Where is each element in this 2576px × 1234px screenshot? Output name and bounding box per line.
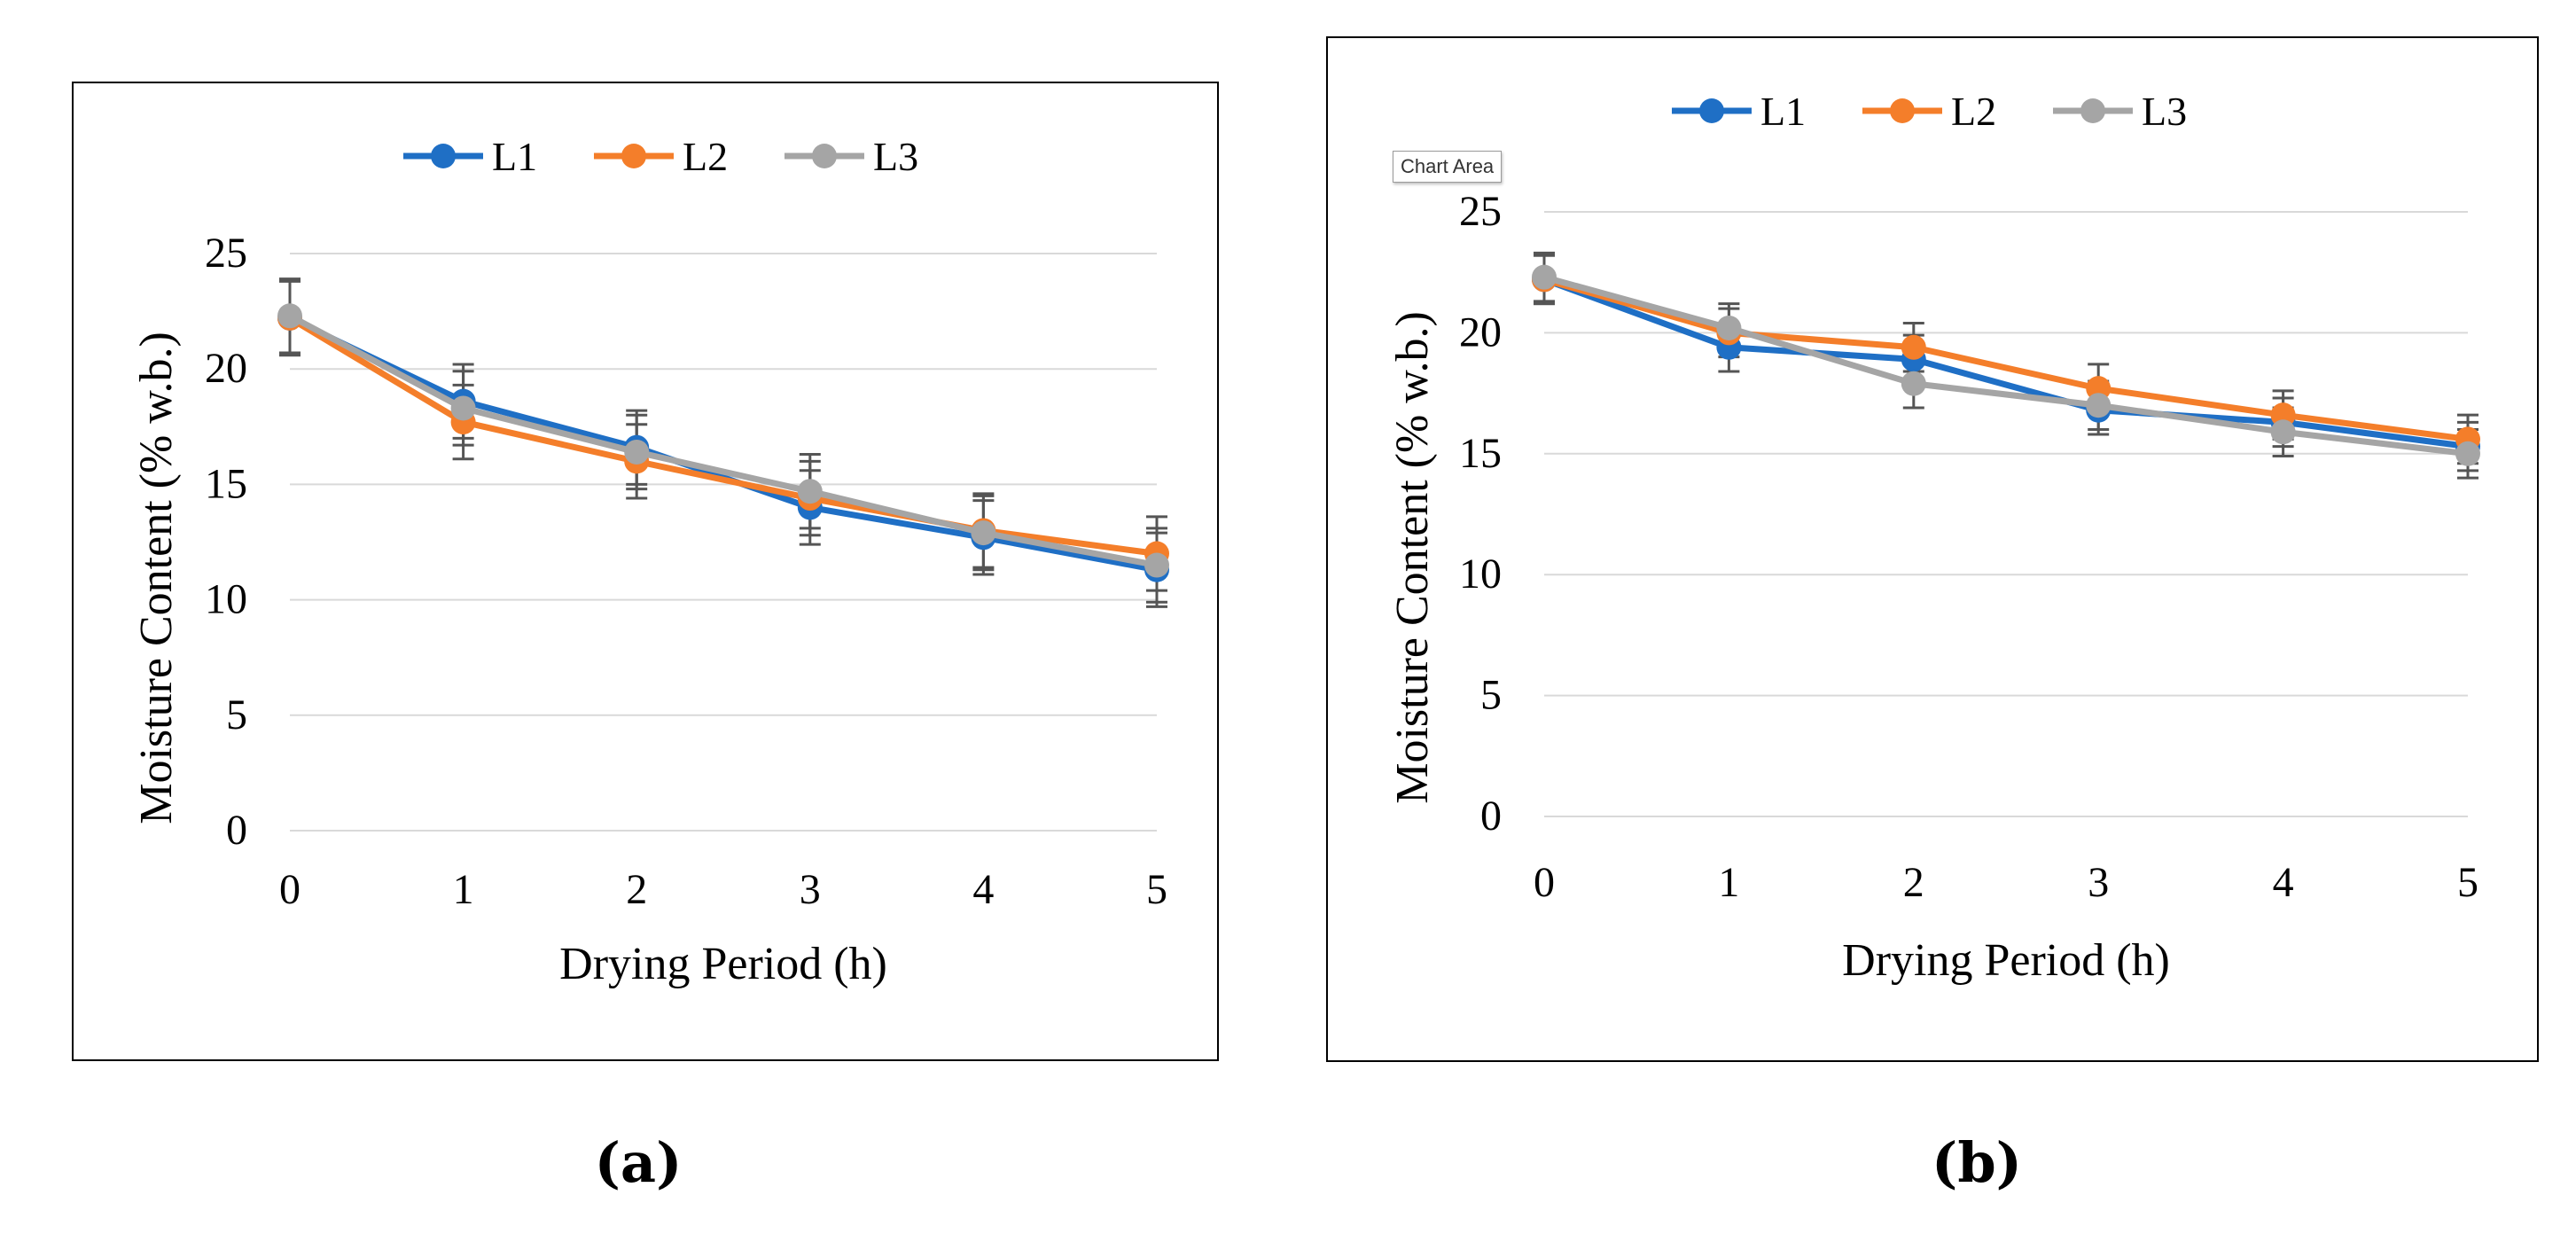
xtick-label-b-5: 5 — [2457, 859, 2478, 906]
ytick-label-a-20: 20 — [205, 345, 247, 392]
panel-caption-a: (a) — [594, 1130, 683, 1195]
data-point-b-L3-2 — [1901, 371, 1926, 396]
ytick-label-b-0: 0 — [1480, 793, 1502, 840]
xtick-label-b-1: 1 — [1718, 859, 1739, 906]
data-point-a-L3-2 — [624, 439, 650, 465]
data-point-a-L3-5 — [1144, 552, 1169, 578]
legend-entry-a-L2: L2 — [594, 134, 728, 179]
series-line-b-L2 — [1543, 277, 2469, 442]
y-axis-label-b: Moisture Content (% w.b.) — [1387, 311, 1438, 804]
xtick-label-a-4: 4 — [972, 866, 994, 913]
ytick-label-a-10: 10 — [205, 576, 247, 623]
data-point-a-L3-3 — [797, 479, 823, 504]
data-point-b-L3-5 — [2455, 441, 2480, 466]
xtick-label-b-3: 3 — [2088, 859, 2109, 906]
legend-label-b-L3: L3 — [2142, 89, 2187, 134]
ytick-label-a-25: 25 — [205, 230, 247, 277]
chart-area-tooltip: Chart Area — [1393, 151, 1503, 183]
y-axis-label-a: Moisture Content (% w.b.) — [131, 332, 182, 824]
ytick-label-a-15: 15 — [205, 460, 247, 507]
chart-panel-a[interactable]: 0 5 10 15 20 25 0 1 2 3 4 5 Drying Period (h) Moistur… — [72, 82, 1219, 1061]
panel-caption-b: (b) — [1931, 1130, 2023, 1195]
data-point-a-L3-0 — [277, 303, 302, 329]
xtick-label-b-4: 4 — [2273, 859, 2294, 906]
chart-a-svg: 0 5 10 15 20 25 0 1 2 3 4 5 Drying Period (h) Moistur… — [131, 134, 1169, 989]
data-point-a-L3-4 — [971, 520, 996, 546]
chart-b-svg: 0 5 10 15 20 25 0 1 2 3 4 5 Drying Period (h) Moistur… — [1387, 89, 2480, 986]
xtick-label-a-5: 5 — [1146, 866, 1167, 913]
ytick-label-b-20: 20 — [1459, 308, 1502, 355]
legend-entry-a-L1: L1 — [403, 134, 537, 179]
data-point-a-L3-1 — [450, 395, 476, 421]
legend-entry-b-L1: L1 — [1672, 89, 1806, 134]
ytick-label-b-5: 5 — [1480, 672, 1502, 719]
legend-label-b-L1: L1 — [1760, 89, 1806, 134]
chart-panel-b[interactable]: 0 5 10 15 20 25 0 1 2 3 4 5 Drying Period (h) Moistur… — [1326, 36, 2539, 1062]
data-point-b-L3-1 — [1716, 315, 1742, 340]
series-line-a-L3 — [288, 313, 1158, 568]
ytick-label-a-5: 5 — [226, 691, 247, 738]
ytick-label-a-0: 0 — [226, 807, 247, 854]
series-line-b-L3 — [1543, 274, 2469, 457]
legend-label-a-L2: L2 — [683, 134, 728, 179]
data-point-b-L3-4 — [2270, 419, 2296, 445]
xtick-label-b-0: 0 — [1534, 859, 1555, 906]
legend-entry-a-L3: L3 — [785, 134, 918, 179]
data-point-b-L3-3 — [2086, 393, 2112, 418]
ytick-label-b-15: 15 — [1459, 430, 1502, 477]
legend-label-b-L2: L2 — [1951, 89, 1996, 134]
ytick-label-b-25: 25 — [1459, 188, 1502, 235]
series-line-a-L1 — [288, 315, 1158, 574]
x-axis-label-a: Drying Period (h) — [559, 939, 887, 989]
legend-label-a-L3: L3 — [873, 134, 918, 179]
xtick-label-a-3: 3 — [800, 866, 821, 913]
ytick-label-b-10: 10 — [1459, 551, 1502, 597]
xtick-label-a-1: 1 — [453, 866, 474, 913]
data-point-b-L3-0 — [1532, 264, 1557, 290]
legend-entry-b-L3: L3 — [2053, 89, 2187, 134]
series-line-b-L1 — [1542, 277, 2469, 450]
x-axis-label-b: Drying Period (h) — [1842, 935, 2170, 986]
xtick-label-a-0: 0 — [279, 866, 301, 913]
xtick-label-b-2: 2 — [1903, 859, 1924, 906]
legend-entry-b-L2: L2 — [1862, 89, 1996, 134]
legend-label-a-L1: L1 — [492, 134, 537, 179]
data-point-b-L2-2 — [1901, 334, 1926, 360]
xtick-label-a-2: 2 — [626, 866, 647, 913]
series-line-a-L2 — [288, 315, 1158, 557]
